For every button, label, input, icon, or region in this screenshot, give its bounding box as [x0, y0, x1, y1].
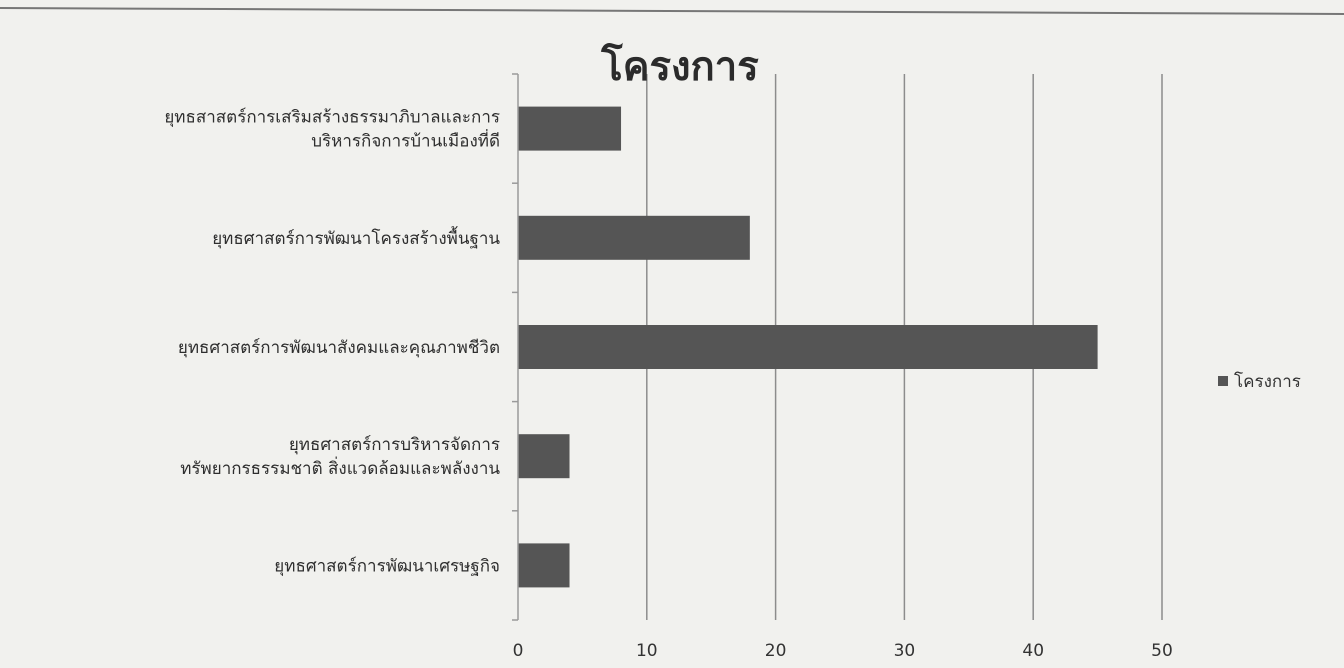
legend-label: โครงการ: [1234, 371, 1301, 392]
bar: [518, 543, 570, 588]
x-tick-label: 0: [513, 641, 524, 661]
legend-swatch: [1218, 376, 1228, 386]
category-label: ยุทธสาสตร์การเสริมสร้างธรรมาภิบาลและการบ…: [164, 108, 500, 152]
bar: [518, 106, 622, 151]
bars: [518, 106, 1098, 588]
x-tick-label: 40: [1022, 641, 1044, 661]
x-tick-label: 30: [894, 641, 916, 661]
category-label: ยุทธศาสตร์การบริหารจัดการทรัพยากรธรรมชาต…: [180, 435, 500, 479]
category-label: ยุทธศาสตร์การพัฒนาโครงสร้างพื้นฐาน: [212, 226, 500, 249]
x-tick-label: 10: [636, 641, 658, 661]
frame-top-edge: [0, 7, 1344, 15]
x-tick-label: 20: [765, 641, 787, 661]
category-labels: ยุทธสาสตร์การเสริมสร้างธรรมาภิบาลและการบ…: [164, 108, 500, 577]
legend: โครงการ: [1218, 371, 1301, 392]
x-tick-labels: 0 10 20 30 40 50: [513, 641, 1173, 661]
chart-title: โครงการ: [600, 43, 759, 90]
bar: [518, 325, 1098, 369]
x-tick-label: 50: [1151, 641, 1173, 661]
bar: [518, 215, 750, 260]
category-label: ยุทธศาสตร์การพัฒนาเศรษฐกิจ: [274, 556, 500, 576]
axes: [512, 73, 519, 621]
bar: [518, 434, 570, 479]
category-label: ยุทธศาสตร์การพัฒนาสังคมและคุณภาพชีวิต: [178, 338, 500, 358]
